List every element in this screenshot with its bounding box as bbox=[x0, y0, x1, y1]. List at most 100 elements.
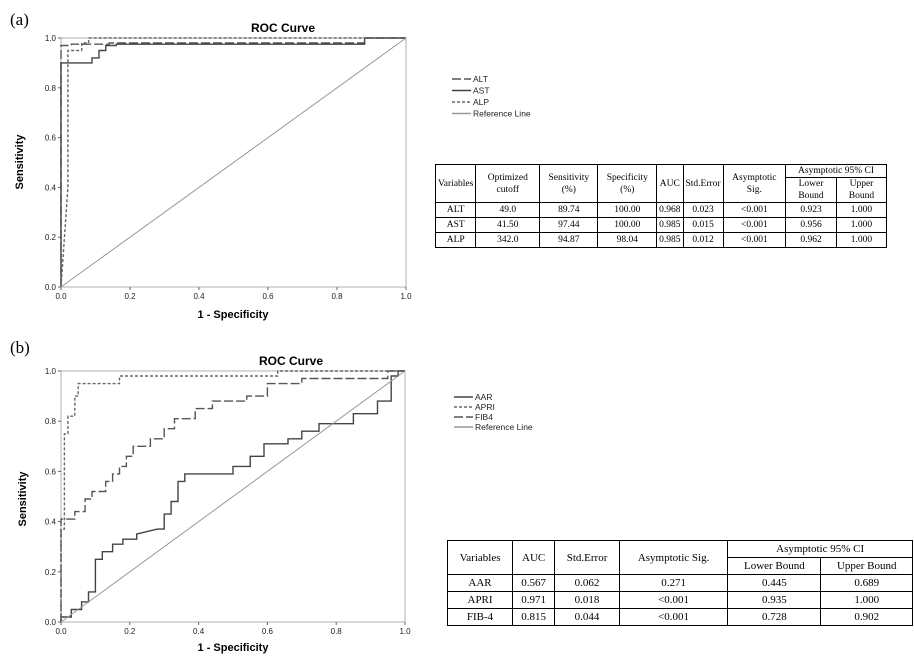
x-tick-label: 0.6 bbox=[262, 627, 274, 636]
table-cell: 41.50 bbox=[475, 217, 541, 233]
header-variables: Variables bbox=[446, 540, 514, 575]
series-line-ast bbox=[60, 37, 406, 287]
table-cell: 1.000 bbox=[820, 591, 913, 609]
table-cell: 0.023 bbox=[682, 202, 724, 218]
table-cell: APRI bbox=[446, 591, 514, 609]
table-cell: 0.985 bbox=[656, 232, 684, 248]
table-cell: 0.271 bbox=[618, 574, 729, 592]
x-axis-label: 1 - Specificity bbox=[198, 309, 270, 321]
x-axis-label: 1 - Specificity bbox=[198, 642, 270, 654]
chart-title: ROC Curve bbox=[251, 21, 315, 35]
series-line-reference-line bbox=[60, 37, 407, 288]
table-cell: 0.985 bbox=[656, 217, 684, 233]
header-ci: Asymptotic 95% CI bbox=[727, 540, 913, 558]
stats-table-b: Variables AUC Std.Error Asymptotic Sig. … bbox=[446, 540, 913, 626]
y-tick-label: 0.0 bbox=[45, 283, 57, 292]
y-axis-label: Sensitivity bbox=[17, 471, 29, 527]
table-cell: 0.956 bbox=[785, 217, 837, 233]
panel-a: (a) ROC Curve 0.0 0.2 0.4 0.6 0.8 1.0 0.00.20… bbox=[10, 10, 531, 321]
y-tick-label: 1.0 bbox=[45, 34, 57, 43]
series-group bbox=[60, 37, 407, 288]
y-tick-label: 1.0 bbox=[45, 367, 57, 376]
table-cell: 1.000 bbox=[835, 232, 888, 248]
series-line-alp bbox=[60, 37, 406, 288]
series-group bbox=[60, 370, 406, 623]
table-cell: 98.04 bbox=[597, 232, 658, 248]
y-tick-label: 0.6 bbox=[45, 134, 57, 143]
x-ticks: 0.0 0.2 0.4 0.6 0.8 1.0 bbox=[55, 287, 412, 301]
table-cell: 0.015 bbox=[682, 217, 724, 233]
header-upper-bound: Upper Bound bbox=[820, 557, 913, 575]
header-std-error: Std.Error bbox=[554, 540, 620, 575]
legend-label: FIB4 bbox=[475, 412, 493, 422]
x-ticks: 0.0 0.2 0.4 0.6 0.8 1.0 bbox=[55, 622, 411, 636]
table-cell: <0.001 bbox=[722, 232, 787, 248]
series-line-reference-line bbox=[60, 370, 406, 623]
header-specificity: Specificity (%) bbox=[597, 164, 658, 203]
chart-title: ROC Curve bbox=[259, 354, 323, 368]
x-tick-label: 0.8 bbox=[331, 292, 343, 301]
table-row: AAR 0.567 0.062 0.271 0.445 0.689 bbox=[446, 574, 913, 592]
x-tick-label: 0.4 bbox=[193, 627, 205, 636]
y-tick-label: 0.2 bbox=[45, 233, 57, 242]
y-tick-label: 0.4 bbox=[45, 183, 57, 192]
table-cell: <0.001 bbox=[722, 202, 787, 218]
x-tick-label: 0.8 bbox=[331, 627, 343, 636]
table-cell: ALP bbox=[434, 232, 477, 248]
x-tick-label: 1.0 bbox=[400, 292, 412, 301]
panel-label: (b) bbox=[10, 338, 30, 357]
table-row: APRI 0.971 0.018 <0.001 0.935 1.000 bbox=[446, 591, 913, 609]
table-cell: 0.012 bbox=[682, 232, 724, 248]
table-cell: 0.923 bbox=[785, 202, 837, 218]
table-cell: 100.00 bbox=[597, 202, 658, 218]
table-cell: 100.00 bbox=[597, 217, 658, 233]
header-upper-bound: Upper Bound bbox=[835, 177, 888, 203]
series-line-fib4 bbox=[60, 370, 405, 622]
table-cell: 49.0 bbox=[475, 202, 541, 218]
plot-frame bbox=[60, 370, 406, 623]
legend-label: APRI bbox=[475, 402, 495, 412]
table-cell: 0.971 bbox=[512, 591, 556, 609]
header-ci: Asymptotic 95% CI bbox=[785, 164, 887, 178]
x-tick-label: 0.0 bbox=[55, 292, 67, 301]
table-cell: 0.018 bbox=[554, 591, 620, 609]
series-line-aar bbox=[60, 370, 405, 622]
x-tick-label: 0.2 bbox=[124, 627, 136, 636]
header-asymptotic-sig: Asymptotic Sig. bbox=[618, 540, 729, 575]
y-tick-label: 0.8 bbox=[45, 417, 57, 426]
header-auc: AUC bbox=[512, 540, 556, 575]
legend-label: AAR bbox=[475, 392, 492, 402]
table-cell: 94.87 bbox=[539, 232, 599, 248]
header-auc: AUC bbox=[656, 164, 684, 203]
x-tick-label: 0.0 bbox=[55, 627, 67, 636]
y-axis-label: Sensitivity bbox=[14, 134, 26, 190]
table-cell: AAR bbox=[446, 574, 514, 592]
legend-label: ALP bbox=[473, 97, 489, 107]
y-tick-label: 0.6 bbox=[45, 467, 57, 476]
x-tick-label: 1.0 bbox=[399, 627, 411, 636]
table-cell: 0.044 bbox=[554, 608, 620, 626]
table-cell: 342.0 bbox=[475, 232, 541, 248]
x-tick-label: 0.4 bbox=[193, 292, 205, 301]
table-cell: 89.74 bbox=[539, 202, 599, 218]
table-cell: 1.000 bbox=[835, 202, 888, 218]
header-asymptotic-sig: Asymptotic Sig. bbox=[722, 164, 787, 203]
legend-label: ALT bbox=[473, 74, 488, 84]
table-row: ALT 49.0 89.74 100.00 0.968 0.023 <0.001… bbox=[434, 202, 888, 218]
series-line-alt bbox=[60, 37, 406, 287]
table-cell: ALT bbox=[434, 202, 477, 218]
header-cutoff: Optimized cutoff bbox=[475, 164, 541, 203]
y-tick-label: 0.0 bbox=[45, 618, 57, 627]
table-row: AST 41.50 97.44 100.00 0.985 0.015 <0.00… bbox=[434, 217, 888, 233]
y-tick-label: 0.4 bbox=[45, 518, 57, 527]
table-row: FIB-4 0.815 0.044 <0.001 0.728 0.902 bbox=[446, 608, 913, 626]
header-lower-bound: Lower Bound bbox=[727, 557, 822, 575]
y-ticks: 0.0 0.2 0.4 0.6 0.8 1.0 bbox=[45, 367, 61, 627]
table-cell: AST bbox=[434, 217, 477, 233]
y-tick-label: 0.2 bbox=[45, 568, 57, 577]
table-row: ALP 342.0 94.87 98.04 0.985 0.012 <0.001… bbox=[434, 232, 888, 248]
table-cell: <0.001 bbox=[618, 591, 729, 609]
